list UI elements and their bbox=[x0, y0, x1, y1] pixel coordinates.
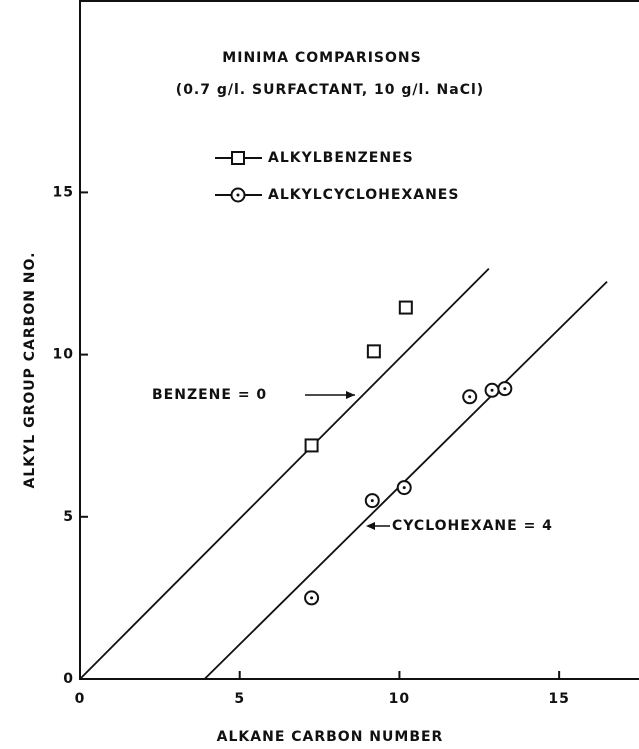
arrow-head bbox=[346, 391, 355, 399]
x-tick-label: 15 bbox=[548, 691, 569, 707]
marker-dot bbox=[503, 387, 507, 391]
marker-dot bbox=[490, 388, 494, 392]
square-marker bbox=[366, 344, 381, 359]
chart-title: MINIMA COMPARISONS bbox=[222, 50, 421, 66]
x-tick-label: 10 bbox=[389, 691, 410, 707]
y-axis-label: ALKYL GROUP CARBON NO. bbox=[22, 252, 38, 489]
marker-dot bbox=[402, 486, 406, 490]
y-tick-label: 15 bbox=[53, 184, 74, 200]
fit-line bbox=[79, 267, 490, 680]
marker-dot bbox=[236, 193, 240, 197]
square-marker bbox=[304, 438, 319, 453]
y-tick-label: 0 bbox=[63, 671, 74, 687]
square-marker bbox=[231, 151, 245, 165]
marker-dot bbox=[370, 499, 374, 503]
y-tick-label: 5 bbox=[63, 509, 74, 525]
annotation: CYCLOHEXANE = 4 bbox=[392, 518, 553, 534]
marker-dot bbox=[468, 395, 472, 399]
x-tick-label: 5 bbox=[234, 691, 245, 707]
y-tick-label: 10 bbox=[53, 347, 74, 363]
x-tick-label: 0 bbox=[75, 691, 86, 707]
plot-frame bbox=[79, 0, 639, 680]
marker-dot bbox=[310, 596, 314, 600]
square-marker bbox=[398, 300, 413, 315]
legend-label: ALKYLBENZENES bbox=[268, 150, 414, 166]
chart-subtitle: (0.7 g/l. SURFACTANT, 10 g/l. NaCl) bbox=[176, 82, 484, 98]
annotation: BENZENE = 0 bbox=[152, 387, 267, 403]
arrow-head bbox=[366, 522, 375, 530]
x-axis-label: ALKANE CARBON NUMBER bbox=[217, 729, 444, 745]
legend-label: ALKYLCYCLOHEXANES bbox=[268, 187, 459, 203]
